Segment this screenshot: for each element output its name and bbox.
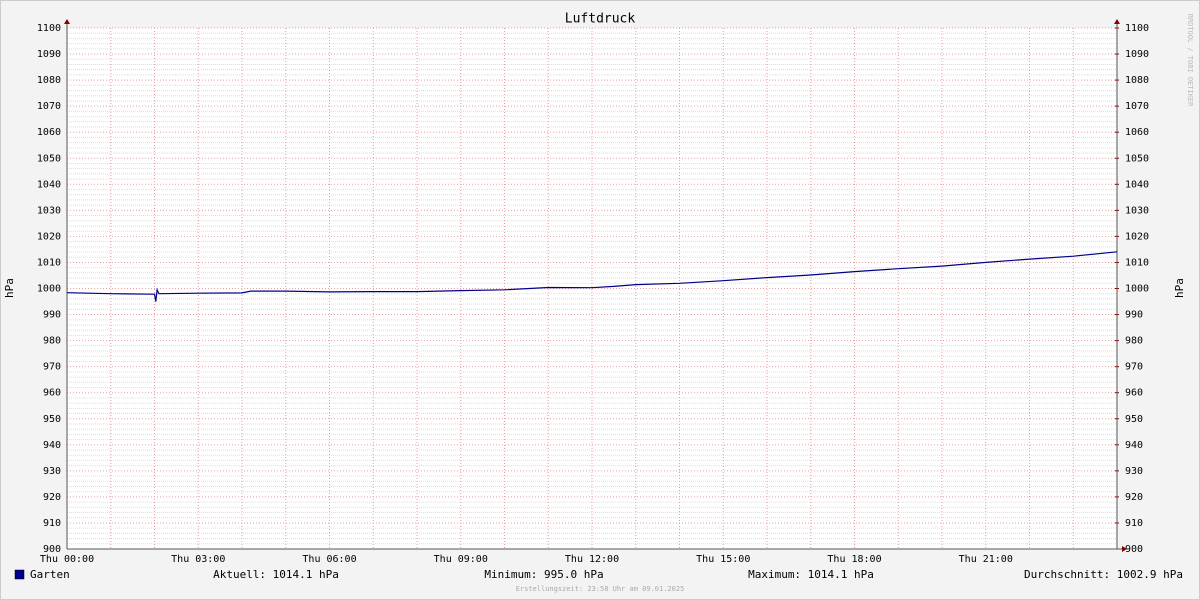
y2-tick-label: 1080: [1125, 75, 1149, 86]
y2-tick-label: 900: [1125, 544, 1143, 555]
chart-title: Luftdruck: [565, 12, 636, 27]
x-tick-label: Thu 12:00: [565, 554, 619, 565]
x-tick-label: Thu 03:00: [171, 554, 225, 565]
y-tick-label: 1090: [37, 49, 61, 60]
y2-tick-label: 910: [1125, 518, 1143, 529]
y2-tick-label: 1030: [1125, 205, 1149, 216]
y-tick-label: 990: [43, 310, 61, 321]
footer: Erstellungszeit: 23:58 Uhr am 09.01.2025: [516, 585, 685, 593]
y2-tick-label: 1010: [1125, 257, 1149, 268]
x-tick-label: Thu 09:00: [434, 554, 488, 565]
x-tick-label: Thu 00:00: [40, 554, 94, 565]
axis-arrow: [64, 19, 70, 24]
y-tick-label: 970: [43, 362, 61, 373]
legend-stat: Durchschnitt: 1002.9 hPa: [1024, 568, 1183, 581]
y-tick-label: 980: [43, 336, 61, 347]
y-tick-label: 1040: [37, 179, 61, 190]
y-tick-label: 900: [43, 544, 61, 555]
y2-tick-label: 930: [1125, 466, 1143, 477]
y-tick-label: 930: [43, 466, 61, 477]
y-tick-label: 1080: [37, 75, 61, 86]
y2-tick-label: 990: [1125, 310, 1143, 321]
y2-tick-label: 980: [1125, 336, 1143, 347]
y2-tick-label: 1020: [1125, 231, 1149, 242]
y-tick-label: 1100: [37, 23, 61, 34]
y-tick-label: 950: [43, 414, 61, 425]
y2-tick-label: 1040: [1125, 179, 1149, 190]
legend-stat: Minimum: 995.0 hPa: [484, 568, 603, 581]
y-tick-label: 910: [43, 518, 61, 529]
y2-tick-label: 1060: [1125, 127, 1149, 138]
watermark: RRDTOOL / TOBI OETIKER: [1186, 14, 1194, 108]
y2-tick-label: 970: [1125, 362, 1143, 373]
y2-tick-label: 1000: [1125, 284, 1149, 295]
y2-axis-label: hPa: [1173, 278, 1186, 298]
x-tick-label: Thu 18:00: [827, 554, 881, 565]
y-axis-label: hPa: [3, 278, 16, 298]
x-tick-label: Thu 21:00: [959, 554, 1013, 565]
legend-swatch: [14, 569, 25, 580]
y2-tick-label: 1070: [1125, 101, 1149, 112]
y-tick-label: 1070: [37, 101, 61, 112]
y-tick-label: 1060: [37, 127, 61, 138]
line: [66, 251, 1118, 302]
y2-tick-label: 920: [1125, 492, 1143, 503]
x-tick-label: Thu 15:00: [696, 554, 750, 565]
y2-tick-label: 960: [1125, 388, 1143, 399]
y-tick-label: 920: [43, 492, 61, 503]
y-tick-label: 1010: [37, 257, 61, 268]
legend-stat: Maximum: 1014.1 hPa: [748, 568, 874, 581]
axis-arrow: [1114, 19, 1120, 24]
x-tick-label: Thu 06:00: [302, 554, 356, 565]
axis-arrow: [1122, 546, 1127, 552]
legend-stat: Aktuell: 1014.1 hPa: [213, 568, 339, 581]
y2-tick-label: 940: [1125, 440, 1143, 451]
y2-tick-label: 1100: [1125, 23, 1149, 34]
y-tick-label: 940: [43, 440, 61, 451]
y-tick-label: 1020: [37, 231, 61, 242]
y-tick-label: 960: [43, 388, 61, 399]
legend-label: Garten: [30, 568, 70, 581]
y2-tick-label: 950: [1125, 414, 1143, 425]
y-tick-label: 1000: [37, 284, 61, 295]
y2-tick-label: 1050: [1125, 153, 1149, 164]
y-tick-label: 1030: [37, 205, 61, 216]
y2-tick-label: 1090: [1125, 49, 1149, 60]
y-tick-label: 1050: [37, 153, 61, 164]
